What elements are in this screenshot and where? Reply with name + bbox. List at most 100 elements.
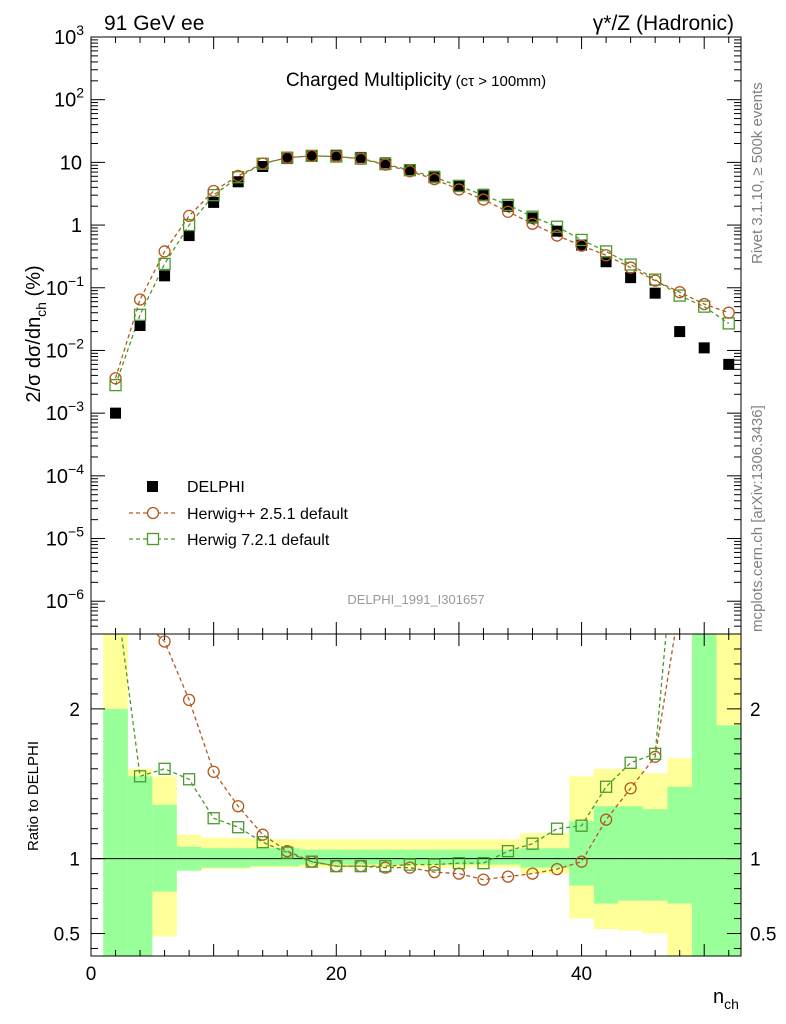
y-tick-label: 10−2 [46,335,84,362]
ratio-point-herwigpp [256,828,269,841]
xlabel: nch [713,986,739,1012]
ratio-tick-label-left: 0.5 [54,925,80,946]
point-herwigpp [330,150,343,163]
ratio-point-herwig7 [182,773,196,786]
ratio-point-herwig7 [599,780,613,793]
chart-title-main: Charged Multiplicity [286,70,452,91]
point-herwigpp [649,274,662,287]
chart-title: Charged Multiplicity (cτ > 100mm) [286,70,546,91]
ratio-point-herwigpp [477,873,490,886]
point-delphi [600,256,612,268]
ratio-point-herwig7 [232,821,245,834]
ratio-point-herwigpp [428,865,441,879]
y-tick-exp: −4 [68,461,84,477]
point-delphi [208,196,220,208]
ratio-point-herwig7 [575,819,588,832]
ratio-point-herwig7 [256,836,269,849]
xlabel-sub: ch [724,996,739,1012]
chart-title-sub: (cτ > 100mm) [456,73,547,90]
y-tick-exp: 2 [76,85,84,101]
point-delphi [723,358,735,370]
ratio-point-herwigpp [501,870,515,883]
y-tick-base: 1 [71,215,82,237]
point-herwigpp [477,193,490,206]
y-tick-label: 10−3 [46,398,84,425]
point-herwigpp [232,169,245,182]
point-herwigpp [305,149,318,163]
y-tick-label: 10 [60,152,82,174]
point-delphi [183,230,195,242]
point-delphi [257,160,269,172]
y-tick-label: 10−5 [46,524,84,551]
ratio-point-herwig7 [428,858,441,871]
y-tick-exp: −3 [68,398,84,414]
point-herwig7 [452,179,466,193]
y-tick-base: 10 [46,591,68,613]
y-tick-base: 10 [54,27,76,49]
point-herwig7 [575,233,588,247]
point-herwig7 [599,245,613,258]
point-herwigpp [526,217,539,230]
point-herwigpp [501,205,515,218]
point-herwigpp [673,286,686,299]
y-tick-base: 10 [54,90,76,112]
x-tick-label: 40 [571,964,592,985]
point-herwig7 [501,198,515,212]
ratio-point-herwigpp [575,855,588,868]
legend: DELPHI Herwig++ 2.5.1 default Herwig 7.2… [129,479,349,549]
point-delphi [134,320,146,332]
point-herwigpp [599,249,613,262]
point-herwig7 [698,300,711,313]
ratio-tick-label-right: 1 [750,850,761,871]
ratio-point-herwig7 [477,856,490,870]
ratio-point-herwig7 [501,845,515,858]
point-herwig7 [109,378,122,392]
ratio-point-herwig7 [281,846,294,859]
point-delphi [306,149,318,161]
y-tick-base: 10 [46,403,68,425]
point-delphi [698,342,710,354]
ratio-tick-label-right: 0.5 [750,925,776,946]
point-delphi [379,157,391,169]
ratio-point-herwigpp [526,867,539,880]
main-ylabel-main: 2/σ dσ/dn [23,317,45,403]
point-herwigpp [133,293,147,306]
point-delphi [649,287,661,299]
legend-label-delphi: DELPHI [187,479,245,496]
point-delphi [330,149,342,161]
point-herwigpp [158,245,171,258]
y-tick-base: 10 [60,152,82,174]
y-tick-label: 103 [54,22,84,49]
side-mcplots: mcplots.cern.ch [arXiv:1306.3436] [749,405,766,632]
ratio-point-herwig7 [379,859,392,873]
point-herwigpp [575,239,588,252]
band-green-10 [618,806,643,901]
y-tick-label: 102 [54,85,84,112]
header-left: 91 GeV ee [104,12,204,35]
band-green-0 [103,708,128,956]
series-layer [109,149,735,419]
ratio-point-herwigpp [182,693,196,707]
y-tick-base: 10 [46,278,68,300]
legend-marker-delphi [147,481,158,492]
y-tick-exp: −2 [68,335,84,351]
point-herwigpp [379,158,392,171]
point-herwigpp [403,165,417,178]
y-tick-label: 10−1 [46,273,84,300]
ratio-ylabel: Ratio to DELPHI [25,741,42,851]
ratio-point-herwigpp [599,813,613,826]
ratio-point-herwig7 [133,770,147,783]
point-delphi [625,272,637,284]
ratio-point-herwigpp [624,782,637,795]
point-delphi [674,326,686,338]
point-herwigpp [428,173,441,186]
y-tick-exp: −1 [68,273,84,289]
point-herwigpp [207,184,220,198]
ratio-point-herwig7 [305,855,318,868]
band-green-4 [201,848,251,868]
ratio-point-herwig7 [207,812,220,825]
y-tick-base: 10 [46,466,68,488]
xlabel-main: n [713,986,724,1008]
y-tick-base: 10 [46,340,68,362]
point-herwigpp [722,306,735,319]
